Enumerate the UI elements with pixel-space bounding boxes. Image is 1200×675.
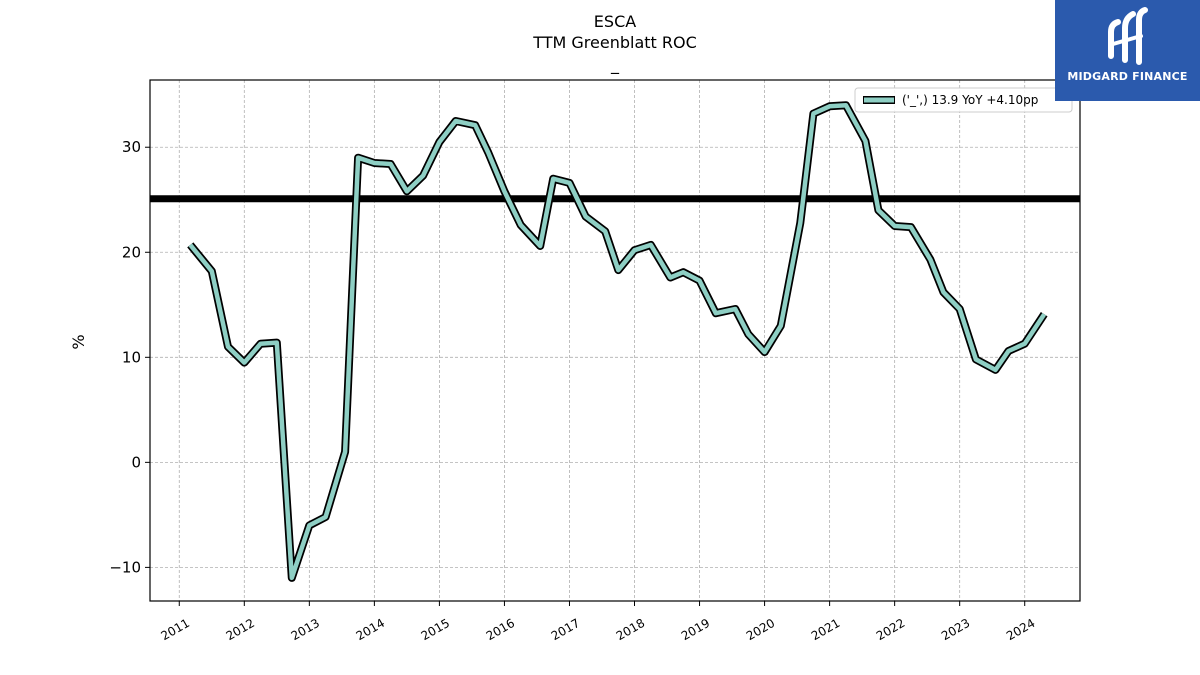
legend: ('_',) 13.9 YoY +4.10pp [854, 87, 1073, 113]
series-group [187, 101, 1048, 582]
x-tick-label: 2024 [1004, 616, 1037, 643]
grid [150, 80, 1080, 601]
y-tick-label: 0 [131, 453, 141, 471]
y-tick-label: 30 [122, 138, 141, 156]
y-tick-label: 20 [122, 243, 141, 261]
chart-subtitle: TTM Greenblatt ROC [532, 33, 697, 52]
series-line-outline [187, 101, 1048, 582]
x-tick-label: 2013 [289, 616, 322, 643]
plot-frame [149, 79, 1081, 602]
logo-mark-icon [1108, 7, 1148, 65]
y-tick-label: −10 [109, 558, 141, 576]
x-tick-label: 2022 [874, 616, 907, 643]
x-tick-label: 2017 [549, 616, 582, 643]
chart-title: ESCA [594, 12, 636, 31]
brand-logo: MIDGARD FINANCE [1055, 0, 1200, 101]
x-tick-label: 2012 [224, 616, 257, 643]
logo-text: MIDGARD FINANCE [1067, 70, 1188, 83]
x-tick-label: 2018 [614, 616, 647, 643]
x-tick-label: 2023 [939, 616, 972, 643]
x-tick-label: 2019 [679, 616, 712, 643]
chart-subtitle-2: _ [610, 55, 620, 75]
x-tick-label: 2015 [419, 616, 452, 643]
x-tick-label: 2020 [744, 616, 777, 643]
axis-ticks: −10 0 10 20 30 2011 2012 2013 2014 2015 2016 2017 20… [109, 138, 1037, 643]
y-axis-label: % [69, 334, 88, 349]
series-line [188, 102, 1047, 581]
x-tick-label: 2011 [159, 616, 192, 643]
x-tick-label: 2021 [809, 616, 842, 643]
x-tick-label: 2016 [484, 616, 517, 643]
legend-label: ('_',) 13.9 YoY +4.10pp [902, 93, 1038, 107]
x-tick-label: 2014 [354, 616, 387, 643]
y-tick-label: 10 [122, 348, 141, 366]
